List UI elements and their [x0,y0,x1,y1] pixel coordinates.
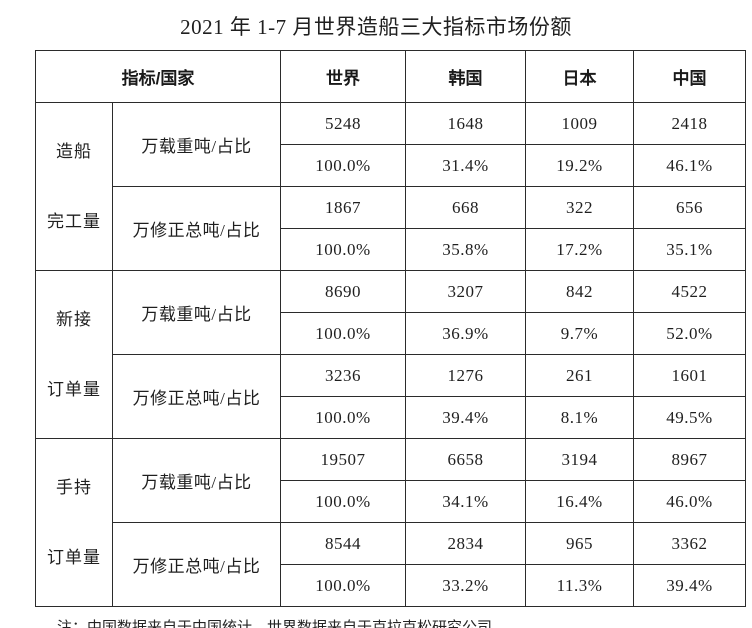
share-cell: 100.0% [280,564,407,607]
share-cell: 49.5% [633,396,747,439]
share-cell: 100.0% [280,312,407,355]
value-cell: 3194 [525,438,635,481]
value-cell: 668 [405,186,527,229]
market-share-table: 指标/国家 世界 韩国 日本 中国 造船 完工量 万载重吨/占比 5248 16… [34,50,747,607]
value-cell: 2834 [405,522,527,565]
value-cell: 8967 [633,438,747,481]
share-cell: 46.1% [633,144,747,187]
value-cell: 656 [633,186,747,229]
metric-label: 万载重吨/占比 [111,438,282,523]
source-note: 注：中国数据来自于中国统计，世界数据来自于克拉克松研究公司。 [57,619,508,628]
value-cell: 4522 [633,270,747,313]
table-row: 100.0% 35.8% 17.2% 35.1% [36,228,747,271]
table-row: 100.0% 34.1% 16.4% 46.0% [36,480,747,523]
table-row: 万修正总吨/占比 1867 668 322 656 [36,186,747,271]
value-cell: 322 [525,186,635,229]
value-cell: 842 [525,270,635,313]
share-cell: 16.4% [525,480,635,523]
value-cell: 6658 [405,438,527,481]
share-cell: 100.0% [280,396,407,439]
group-label-new-orders: 新接 订单量 [35,270,113,439]
metric-label: 万载重吨/占比 [111,102,282,187]
value-cell: 8690 [280,270,407,313]
metric-label: 万载重吨/占比 [111,270,282,355]
share-cell: 36.9% [405,312,527,355]
share-cell: 9.7% [525,312,635,355]
table-row: 手持 订单量 万载重吨/占比 19507 6658 3194 8967 [35,438,747,607]
table-header-row: 指标/国家 世界 韩国 日本 中国 [34,50,747,103]
share-cell: 100.0% [280,144,407,187]
group-label-completions: 造船 完工量 [35,102,113,271]
header-corner-cell: 指标/国家 [34,50,282,103]
table-row: 万修正总吨/占比 3236 1276 261 1601 [36,354,747,439]
metric-label: 万修正总吨/占比 [111,522,282,607]
value-cell: 1867 [280,186,407,229]
header-col-world: 世界 [280,50,407,103]
header-col-china: 中国 [633,50,747,103]
group-label-orderbook: 手持 订单量 [35,438,113,607]
value-cell: 1009 [525,102,635,145]
value-cell: 3207 [405,270,527,313]
metric-label: 万修正总吨/占比 [111,186,282,271]
share-cell: 35.1% [633,228,747,271]
share-cell: 19.2% [525,144,635,187]
header-col-japan: 日本 [525,50,635,103]
share-cell: 100.0% [280,228,407,271]
value-cell: 1601 [633,354,747,397]
share-cell: 34.1% [405,480,527,523]
share-cell: 8.1% [525,396,635,439]
share-cell: 52.0% [633,312,747,355]
value-cell: 3362 [633,522,747,565]
share-cell: 39.4% [633,564,747,607]
page-title: 2021 年 1-7 月世界造船三大指标市场份额 [180,15,572,39]
share-cell: 33.2% [405,564,527,607]
value-cell: 261 [525,354,635,397]
value-cell: 965 [525,522,635,565]
share-cell: 39.4% [405,396,527,439]
share-cell: 11.3% [525,564,635,607]
metric-label: 万修正总吨/占比 [111,354,282,439]
table-row: 新接 订单量 万载重吨/占比 8690 3207 842 4522 [35,270,747,439]
share-cell: 35.8% [405,228,527,271]
table-row: 100.0% 33.2% 11.3% 39.4% [36,564,747,607]
table-row: 100.0% 31.4% 19.2% 46.1% [36,144,747,187]
value-cell: 3236 [280,354,407,397]
table-row: 造船 完工量 万载重吨/占比 5248 1648 1009 2418 [35,102,747,271]
share-cell: 46.0% [633,480,747,523]
value-cell: 19507 [280,438,407,481]
share-cell: 100.0% [280,480,407,523]
value-cell: 8544 [280,522,407,565]
value-cell: 1276 [405,354,527,397]
table-row: 万修正总吨/占比 8544 2834 965 3362 [36,522,747,607]
table-row: 100.0% 39.4% 8.1% 49.5% [36,396,747,439]
value-cell: 5248 [280,102,407,145]
value-cell: 1648 [405,102,527,145]
share-cell: 17.2% [525,228,635,271]
value-cell: 2418 [633,102,747,145]
header-col-korea: 韩国 [405,50,527,103]
table-row: 100.0% 36.9% 9.7% 52.0% [36,312,747,355]
share-cell: 31.4% [405,144,527,187]
